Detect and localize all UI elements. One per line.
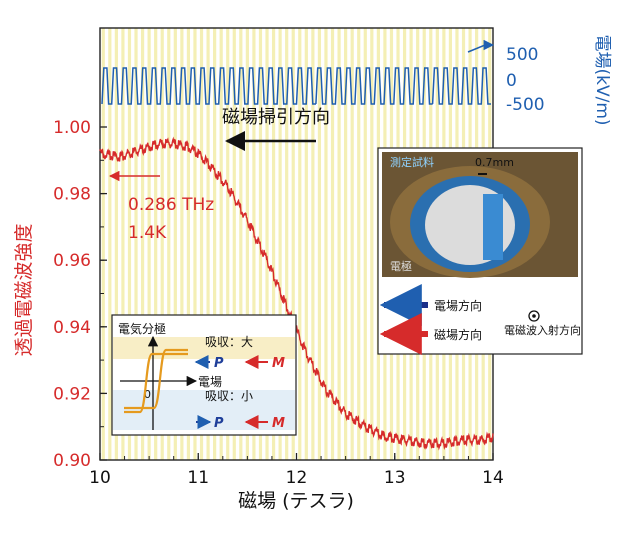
wave-dir-label: 電磁波入射方向	[504, 323, 581, 337]
sample-photo-panel: 測定試料 電極 0.7mm 電場方向 磁場方向 電磁波入射方向	[377, 147, 583, 355]
y-right-tick-label: 500	[506, 45, 538, 65]
photo-electrode-label: 電極	[390, 259, 412, 273]
inset-m-lower: M	[272, 416, 285, 431]
wave-dir-dot	[532, 314, 536, 318]
inset-p-upper: P	[214, 356, 224, 371]
x-axis-title: 磁場 (テスラ)	[238, 490, 354, 512]
x-tick-label: 13	[384, 468, 406, 488]
inset-upper-band	[113, 337, 295, 359]
inset-upper-label: 吸収：大	[205, 335, 253, 349]
photo-scale-label: 0.7mm	[475, 156, 514, 169]
sweep-label: 磁場掃引方向	[222, 107, 330, 128]
y-tick-label: 0.98	[53, 185, 91, 205]
inset-origin: 0	[144, 388, 151, 401]
x-axis: 10 11 12 13 14	[89, 453, 504, 488]
inset-hysteresis-loop	[124, 352, 188, 414]
inset-hysteresis-loop-2	[124, 348, 188, 410]
y-right-tick-label: -500	[506, 95, 545, 115]
x-tick-label: 10	[89, 468, 111, 488]
x-tick-label: 11	[187, 468, 209, 488]
e-dir-label: 電場方向	[434, 298, 482, 313]
temp-label: 1.4K	[128, 223, 167, 243]
x-tick-label: 14	[482, 468, 504, 488]
y-tick-label: 0.90	[53, 451, 91, 471]
y-tick-label: 1.00	[53, 118, 91, 138]
inset-m-upper: M	[272, 356, 285, 371]
y-axis-right: 500 0 -500	[506, 45, 545, 115]
electric-field-line	[101, 67, 491, 105]
inset-title: 電気分極	[118, 321, 166, 336]
y-tick-label: 0.94	[53, 318, 91, 338]
inset-lower-band	[113, 390, 295, 430]
h-dir-label: 磁場方向	[434, 327, 482, 342]
y-tick-label: 0.92	[53, 384, 91, 404]
inset-axis-label: 電場	[198, 375, 222, 389]
field-arrow	[467, 39, 495, 53]
inset-p-lower: P	[214, 416, 224, 431]
electrode-strip	[483, 194, 503, 260]
y-axis-right-title: 電場(kV/m)	[592, 34, 612, 125]
photo-sample-label: 測定試料	[390, 155, 434, 169]
wave-dir-symbol	[528, 310, 540, 322]
y-right-tick-label: 0	[506, 71, 517, 91]
freq-label: 0.286 THz	[128, 195, 214, 215]
y-axis-left: 0.90 0.92 0.94 0.96 0.98 1.00	[53, 118, 107, 471]
electric-field-series	[101, 67, 491, 105]
x-tick-label: 12	[286, 468, 308, 488]
inset-hysteresis: 電気分極 吸収：大 吸収：小 電場 0 P M P M	[111, 314, 297, 436]
inset-lower-label: 吸収：小	[205, 389, 253, 403]
y-tick-label: 0.96	[53, 251, 91, 271]
y-axis-title: 透過電磁波強度	[13, 223, 35, 356]
